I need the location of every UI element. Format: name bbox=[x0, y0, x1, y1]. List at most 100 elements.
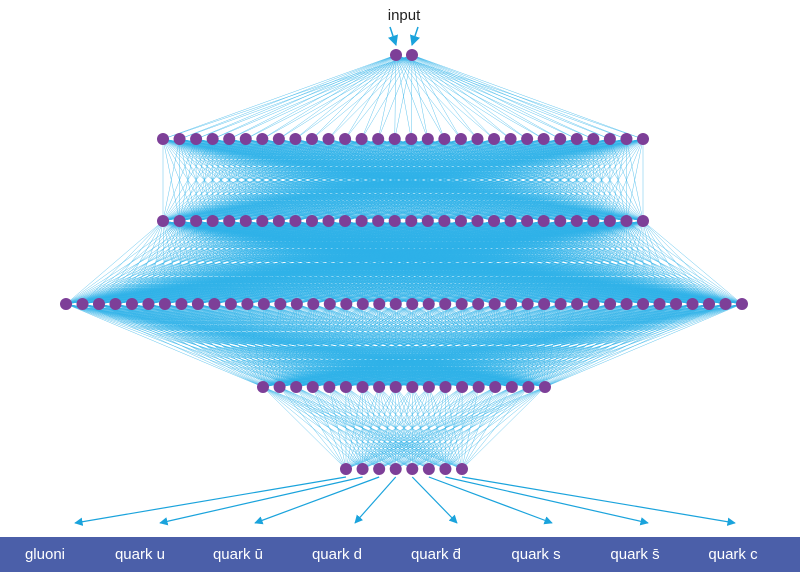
neuron bbox=[306, 381, 319, 393]
neuron bbox=[406, 381, 419, 393]
neuron bbox=[356, 381, 369, 393]
neuron bbox=[173, 215, 186, 227]
neuron bbox=[373, 298, 386, 310]
neuron bbox=[406, 49, 418, 61]
output-arrow bbox=[428, 476, 553, 525]
output-label: quark d̄ bbox=[411, 546, 461, 563]
neuron bbox=[471, 215, 484, 227]
neuron bbox=[406, 298, 419, 310]
neuron bbox=[272, 215, 285, 227]
neuron bbox=[272, 133, 285, 145]
neuron bbox=[537, 215, 550, 227]
neuron bbox=[405, 133, 418, 145]
neuron bbox=[653, 298, 666, 310]
neuron bbox=[173, 133, 186, 145]
neuron bbox=[472, 298, 485, 310]
neuron bbox=[554, 133, 567, 145]
neuron bbox=[505, 381, 518, 393]
neuron bbox=[637, 133, 649, 145]
neuron bbox=[389, 381, 402, 393]
neuron bbox=[422, 381, 435, 393]
neuron bbox=[158, 298, 171, 310]
neuron bbox=[538, 298, 551, 310]
neuron bbox=[290, 298, 303, 310]
neuron bbox=[620, 133, 633, 145]
neuron bbox=[256, 215, 269, 227]
neuron bbox=[570, 133, 583, 145]
neuron bbox=[339, 381, 352, 393]
neuron bbox=[439, 463, 452, 475]
output-label: quark s bbox=[511, 546, 560, 563]
neuron bbox=[521, 298, 534, 310]
neuron bbox=[620, 215, 633, 227]
input-arrow bbox=[388, 26, 398, 46]
neuron bbox=[339, 133, 352, 145]
neuron bbox=[421, 133, 434, 145]
neuron bbox=[190, 133, 203, 145]
neuron bbox=[388, 215, 401, 227]
neuron bbox=[472, 381, 485, 393]
input-label: input bbox=[388, 7, 421, 24]
neuron bbox=[439, 298, 452, 310]
neuron bbox=[570, 215, 583, 227]
neuron bbox=[489, 381, 502, 393]
output-arrow bbox=[354, 476, 397, 524]
neuron bbox=[456, 381, 469, 393]
neuron bbox=[703, 298, 716, 310]
input-arrow bbox=[410, 26, 420, 46]
neuron bbox=[273, 381, 286, 393]
neuron bbox=[340, 463, 352, 475]
neuron bbox=[208, 298, 221, 310]
neuron bbox=[224, 298, 237, 310]
neuron bbox=[587, 298, 600, 310]
output-labels: gluoni quark u quark ū quark d quark d̄ quark… bbox=[25, 546, 758, 563]
neuron bbox=[539, 381, 551, 393]
neuron bbox=[373, 381, 386, 393]
neuron bbox=[256, 133, 269, 145]
output-label: quark s̄ bbox=[610, 546, 659, 563]
neuron bbox=[454, 133, 467, 145]
neuron bbox=[454, 215, 467, 227]
neuron bbox=[603, 133, 616, 145]
neuron bbox=[109, 298, 122, 310]
neuron bbox=[92, 298, 105, 310]
neuron bbox=[305, 215, 318, 227]
neuron bbox=[274, 298, 287, 310]
neuron bbox=[372, 133, 385, 145]
neuron bbox=[157, 215, 169, 227]
neuron bbox=[241, 298, 254, 310]
output-arrow bbox=[254, 476, 380, 525]
neuron bbox=[388, 133, 401, 145]
output-label: quark d bbox=[312, 546, 362, 563]
neuron bbox=[439, 381, 452, 393]
neuron bbox=[438, 133, 451, 145]
neuron bbox=[355, 133, 368, 145]
neuron bbox=[323, 298, 336, 310]
neuron bbox=[587, 133, 600, 145]
neuron bbox=[239, 133, 252, 145]
neuron bbox=[339, 215, 352, 227]
neuron bbox=[637, 215, 649, 227]
neuron bbox=[406, 463, 419, 475]
neuron bbox=[422, 298, 435, 310]
neuron bbox=[390, 49, 402, 61]
neuron bbox=[488, 298, 501, 310]
output-bar bbox=[0, 537, 800, 572]
neuron bbox=[206, 215, 219, 227]
neuron bbox=[190, 215, 203, 227]
neuron bbox=[60, 298, 72, 310]
neuron bbox=[389, 463, 402, 475]
neuron bbox=[322, 215, 335, 227]
neuron bbox=[521, 215, 534, 227]
neuron bbox=[686, 298, 699, 310]
neuron bbox=[257, 381, 269, 393]
neuron bbox=[587, 215, 600, 227]
neuron bbox=[488, 133, 501, 145]
neuron bbox=[505, 298, 518, 310]
neuron bbox=[389, 298, 402, 310]
output-arrow bbox=[445, 476, 649, 526]
neuron bbox=[290, 381, 303, 393]
neuron bbox=[322, 133, 335, 145]
